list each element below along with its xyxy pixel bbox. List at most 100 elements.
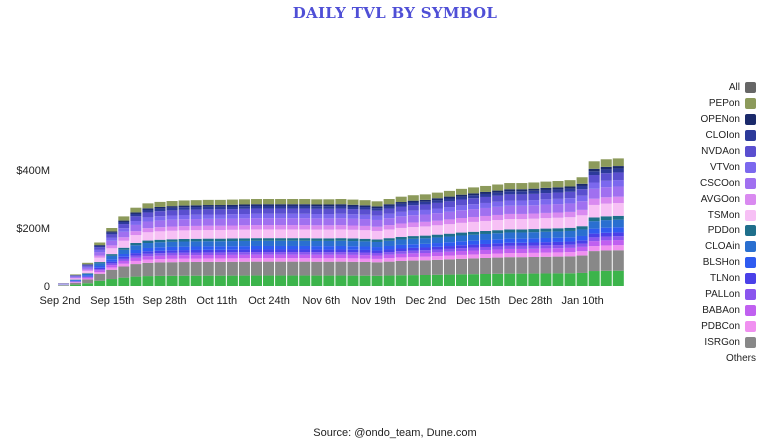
bar-segment-TLNon: [492, 243, 504, 247]
bar-segment-CLOAin: [347, 241, 359, 247]
bar-segment-OPENon: [383, 204, 395, 206]
bar-segment-PDBCon: [287, 258, 299, 262]
bar-segment-CSCOon: [552, 204, 564, 213]
bar-segment-CLOAin: [419, 238, 431, 244]
legend-item-CLOIon[interactable]: CLOIon: [680, 128, 756, 144]
bar-segment-CLOIon: [347, 206, 359, 210]
bar-segment-PDDon: [540, 228, 552, 232]
legend-item-ISRGon[interactable]: ISRGon: [680, 334, 756, 350]
legend-item-PEPon[interactable]: PEPon: [680, 96, 756, 112]
bar-segment-TLNon: [118, 256, 130, 259]
bar-segment-OPENon: [576, 183, 588, 186]
bar-segment-AVGOon: [311, 225, 323, 230]
bar-segment-Others: [311, 275, 323, 286]
legend-item-NVDAon[interactable]: NVDAon: [680, 144, 756, 160]
bar-segment-PDDon: [443, 233, 455, 237]
bar-segment-PDDon: [238, 238, 250, 241]
bar-segment-VTVon: [419, 209, 431, 215]
bar-segment-ISRGon: [250, 261, 263, 276]
legend-item-CLOAin[interactable]: CLOAin: [680, 239, 756, 255]
bar-segment-CLOAin: [214, 241, 226, 247]
bar-segment-OPENon: [371, 206, 383, 209]
bar-segment-BLSHon: [166, 246, 178, 251]
bar-segment-TLNon: [600, 232, 612, 237]
bar-segment-PEPon: [504, 183, 516, 190]
bar-segment-ISRGon: [226, 261, 238, 276]
bar-segment-CLOAin: [576, 229, 588, 236]
bar-segment-Others: [323, 275, 335, 286]
bar-segment-TSMon: [371, 230, 383, 240]
bar-segment-CLOAin: [443, 236, 455, 243]
bar-segment-CSCOon: [130, 224, 142, 232]
bar-segment-ISRGon: [540, 256, 552, 274]
bar-segment-Others: [238, 275, 250, 286]
bar-segment-ISRGon: [299, 261, 311, 276]
bar-segment-VTVon: [287, 213, 299, 219]
legend-item-CSCOon[interactable]: CSCOon: [680, 175, 756, 191]
bar-segment-BLSHon: [214, 246, 226, 250]
legend-item-TSMon[interactable]: TSMon: [680, 207, 756, 223]
bar-segment-PDBCon: [492, 253, 504, 258]
bar-segment-NVDAon: [612, 172, 624, 181]
bar-segment-TSMon: [226, 229, 238, 239]
legend-item-PDBCon[interactable]: PDBCon: [680, 318, 756, 334]
bar-segment-CSCOon: [214, 218, 226, 226]
bar-segment-Others: [468, 274, 480, 286]
legend-item-BABAon[interactable]: BABAon: [680, 302, 756, 318]
bar-segment-BABAon: [287, 254, 299, 259]
bar-segment-VTVon: [323, 214, 335, 219]
bar-segment-VTVon: [576, 195, 588, 202]
bar-segment-CLOAin: [564, 230, 576, 238]
bar-segment-AVGOon: [480, 215, 492, 221]
bar-segment-AVGOon: [226, 225, 238, 230]
bar-segment-BLSHon: [311, 246, 323, 250]
x-tick-label: Oct 11th: [196, 295, 237, 307]
bar-segment-PEPon: [214, 199, 226, 206]
bar-segment-BABAon: [142, 256, 154, 260]
bar-segment-Others: [287, 275, 299, 286]
bar-segment-OPENon: [516, 189, 528, 192]
bar-segment-NVDAon: [552, 192, 564, 199]
bar-segment-OPENon: [142, 208, 154, 210]
bar-segment-PEPon: [130, 207, 142, 213]
bar-segment-ISRGon: [238, 261, 250, 276]
legend-item-VTVon[interactable]: VTVon: [680, 159, 756, 175]
bar-segment-VTVon: [166, 215, 178, 220]
bar-segment-CLOAin: [263, 240, 275, 246]
legend-item-TLNon[interactable]: TLNon: [680, 271, 756, 287]
bar-segment-TLNon: [419, 247, 431, 251]
bar-segment-BABAon: [250, 254, 263, 259]
bar-segment-PDDon: [106, 254, 118, 256]
bar-segment-TSMon: [70, 278, 82, 280]
legend-label: Others: [725, 352, 756, 364]
bar-segment-BLSHon: [564, 237, 576, 242]
bar-segment-AVGOon: [612, 196, 624, 204]
legend-item-PALLon[interactable]: PALLon: [680, 287, 756, 303]
bar-segment-BABAon: [214, 254, 226, 259]
bar-segment-TLNon: [166, 250, 178, 253]
bar-segment-BLSHon: [226, 246, 238, 250]
legend-item-Others[interactable]: Others: [680, 350, 756, 366]
bar-segment-BLSHon: [347, 246, 359, 250]
legend-item-PDDon[interactable]: PDDon: [680, 223, 756, 239]
bar-segment-ISRGon: [371, 262, 383, 276]
legend-item-All[interactable]: All: [680, 80, 756, 96]
bar-segment-NVDAon: [528, 193, 540, 201]
bar-segment-PALLon: [455, 248, 468, 252]
bar-segment-PDBCon: [347, 258, 359, 262]
bar-segment-TLNon: [564, 241, 576, 245]
bar-segment-TSMon: [576, 215, 588, 227]
legend-item-BLSHon[interactable]: BLSHon: [680, 255, 756, 271]
bar-segment-CLOIon: [335, 205, 347, 209]
bar-segment-VTVon: [552, 198, 564, 205]
bar-segment-PDBCon: [528, 252, 540, 258]
bar-segment-CLOIon: [383, 205, 395, 209]
bar-segment-CLOAin: [504, 232, 516, 239]
bar-segment-CLOIon: [299, 205, 311, 209]
legend-item-AVGOon[interactable]: AVGOon: [680, 191, 756, 207]
bar-segment-VTVon: [455, 205, 468, 211]
bar-segment-PDBCon: [202, 258, 214, 262]
legend-item-OPENon[interactable]: OPENon: [680, 112, 756, 128]
bar-segment-BABAon: [407, 253, 419, 257]
bar-segment-PDBCon: [480, 253, 492, 258]
